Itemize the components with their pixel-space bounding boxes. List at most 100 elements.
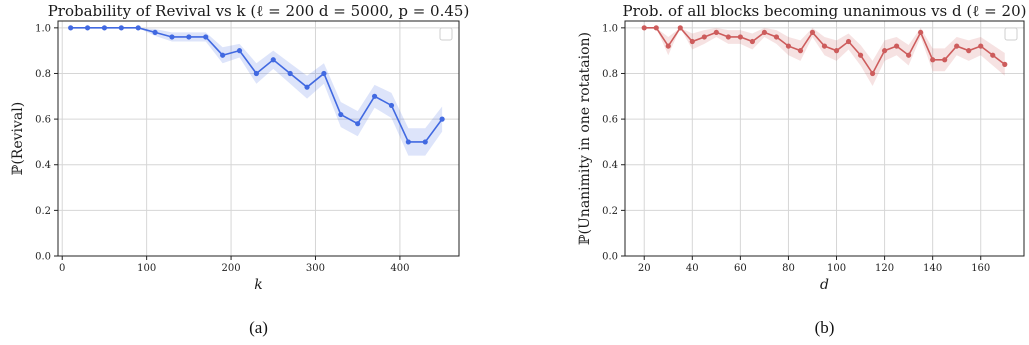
panel-b-point-23 xyxy=(918,29,924,36)
panel-a-series-line xyxy=(70,27,443,143)
panel-a-ytick-label-0: 0.0 xyxy=(35,252,51,263)
panel-a-ytick-label-2: 0.4 xyxy=(35,160,51,171)
panel-a-ytick-label-1: 0.2 xyxy=(35,206,51,217)
panel-a-xtick-label-0: 0 xyxy=(59,263,65,274)
panel-b-point-25 xyxy=(942,57,948,63)
panel-a-point-15 xyxy=(321,70,327,77)
panel-a-point-20 xyxy=(405,139,411,145)
panel-a-point-3 xyxy=(118,25,124,31)
panel-b-title: Prob. of all blocks becoming unanimous v… xyxy=(623,2,1027,20)
panel-b-xtick-label-0: 20 xyxy=(638,263,651,274)
panel-a-point-6 xyxy=(169,34,175,40)
panel-a-point-10 xyxy=(236,48,243,54)
panel-b-xtick-label-6: 140 xyxy=(923,263,942,274)
panel-b-point-4 xyxy=(689,38,695,45)
panel-b-ytick-label-5: 1.0 xyxy=(602,23,618,34)
panel-a-point-14 xyxy=(304,84,310,90)
panel-a-ytick-label-4: 0.8 xyxy=(35,69,51,80)
panel-b-point-30 xyxy=(1002,61,1008,67)
panel-b-point-15 xyxy=(821,43,828,49)
panel-a-ticks: 0 100 200 300 400 0.0 0.2 0.4 0.6 0.8 1.0 xyxy=(35,23,409,274)
panel-b-xlabel: d xyxy=(820,277,829,293)
panel-b-grid xyxy=(625,21,1024,257)
panel-a-ytick-label-5: 1.0 xyxy=(35,23,51,34)
panel-a-confidence-band xyxy=(70,27,443,156)
panel-a-point-13 xyxy=(287,70,293,77)
panel-a-point-18 xyxy=(371,93,378,99)
panel-b-xtick-label-1: 40 xyxy=(686,263,699,274)
panel-a-caption: (a) xyxy=(249,318,268,337)
panel-b-xtick-label-2: 60 xyxy=(734,263,747,274)
panel-b-point-21 xyxy=(894,43,900,49)
panel-b-point-2 xyxy=(665,43,671,49)
panel-b-ylabel: ℙ(Unanimity in one rotataion) xyxy=(577,32,593,245)
panel-b-point-0 xyxy=(641,25,647,31)
panel-a-point-8 xyxy=(203,34,209,40)
panel-a-point-2 xyxy=(101,25,108,31)
panel-b-point-27 xyxy=(966,48,972,54)
panel-b-ytick-label-2: 0.4 xyxy=(602,160,618,171)
panel-a-point-11 xyxy=(253,70,259,77)
panel-b-point-3 xyxy=(677,25,683,31)
panel-b-point-16 xyxy=(833,48,840,54)
panel-a-point-7 xyxy=(186,34,192,40)
panel-a-points xyxy=(68,25,445,145)
panel-b-point-17 xyxy=(845,38,852,45)
panel-b-xtick-label-5: 120 xyxy=(875,263,894,274)
panel-b-chart: 20 40 60 80 100 120 140 160 0.0 0.2 0.4 0.6 0.8 1.0 P… xyxy=(577,2,1026,337)
panel-b-xtick-label-7: 160 xyxy=(971,263,990,274)
panel-a-xtick-label-4: 400 xyxy=(390,263,409,274)
panel-b-legend xyxy=(1004,27,1018,41)
panel-b-point-9 xyxy=(749,38,755,45)
panel-b-confidence-band xyxy=(644,27,1005,87)
panel-a-point-17 xyxy=(355,121,361,127)
panel-b-point-18 xyxy=(857,52,864,58)
panel-a-legend xyxy=(439,27,453,41)
panel-a-ylabel: ℙ(Revival) xyxy=(10,102,26,175)
panel-a-point-12 xyxy=(270,57,276,63)
panel-a-point-9 xyxy=(220,52,226,58)
panel-b-point-5 xyxy=(701,34,707,40)
panel-b-xtick-label-4: 100 xyxy=(827,263,846,274)
panel-a-frame xyxy=(57,20,460,257)
panel-b-caption: (b) xyxy=(815,318,835,337)
panel-b-point-14 xyxy=(809,29,816,36)
panel-b-point-12 xyxy=(785,43,792,49)
panel-b-point-11 xyxy=(773,34,780,40)
panel-b-point-13 xyxy=(797,48,804,54)
panel-b-points xyxy=(641,25,1008,77)
panel-a-xlabel: k xyxy=(254,277,262,293)
panel-b-point-10 xyxy=(761,29,768,36)
panel-a-point-22 xyxy=(439,116,445,122)
panel-b-ytick-label-3: 0.6 xyxy=(602,115,618,126)
panel-a-point-5 xyxy=(152,29,158,36)
panel-a-title: Probability of Revival vs k (ℓ = 200 d =… xyxy=(48,2,470,20)
panel-b-point-24 xyxy=(930,57,936,63)
panel-a-point-4 xyxy=(135,25,141,31)
panel-a-point-0 xyxy=(68,25,74,31)
panel-a-point-19 xyxy=(388,102,395,109)
panel-b-point-7 xyxy=(725,34,731,40)
panel-b-point-28 xyxy=(978,43,984,49)
panel-a-band xyxy=(70,27,443,156)
panel-a-ytick-label-3: 0.6 xyxy=(35,115,51,126)
panel-b-point-19 xyxy=(869,70,876,77)
panel-b-point-8 xyxy=(737,34,743,40)
panel-a-xtick-label-1: 100 xyxy=(137,263,156,274)
panel-b-ticks: 20 40 60 80 100 120 140 160 0.0 0.2 0.4 0.6 0.8 1.0 xyxy=(602,23,990,274)
panel-b-point-22 xyxy=(906,52,912,58)
panel-b-ytick-label-0: 0.0 xyxy=(602,252,618,263)
panel-b-point-29 xyxy=(990,52,996,58)
panel-b-band xyxy=(644,27,1005,87)
panel-a-point-21 xyxy=(422,139,428,145)
panel-a-point-16 xyxy=(338,111,344,118)
panel-a-chart: 0 100 200 300 400 0.0 0.2 0.4 0.6 0.8 1.0 Probabil… xyxy=(10,2,469,337)
panel-b-ytick-label-4: 0.8 xyxy=(602,69,618,80)
panel-b-point-6 xyxy=(713,29,719,36)
panel-b-point-26 xyxy=(954,43,960,49)
panel-b-frame xyxy=(624,20,1025,257)
panel-a-xtick-label-3: 300 xyxy=(306,263,325,274)
panel-b-ytick-label-1: 0.2 xyxy=(602,206,618,217)
panel-a-grid xyxy=(58,21,459,257)
